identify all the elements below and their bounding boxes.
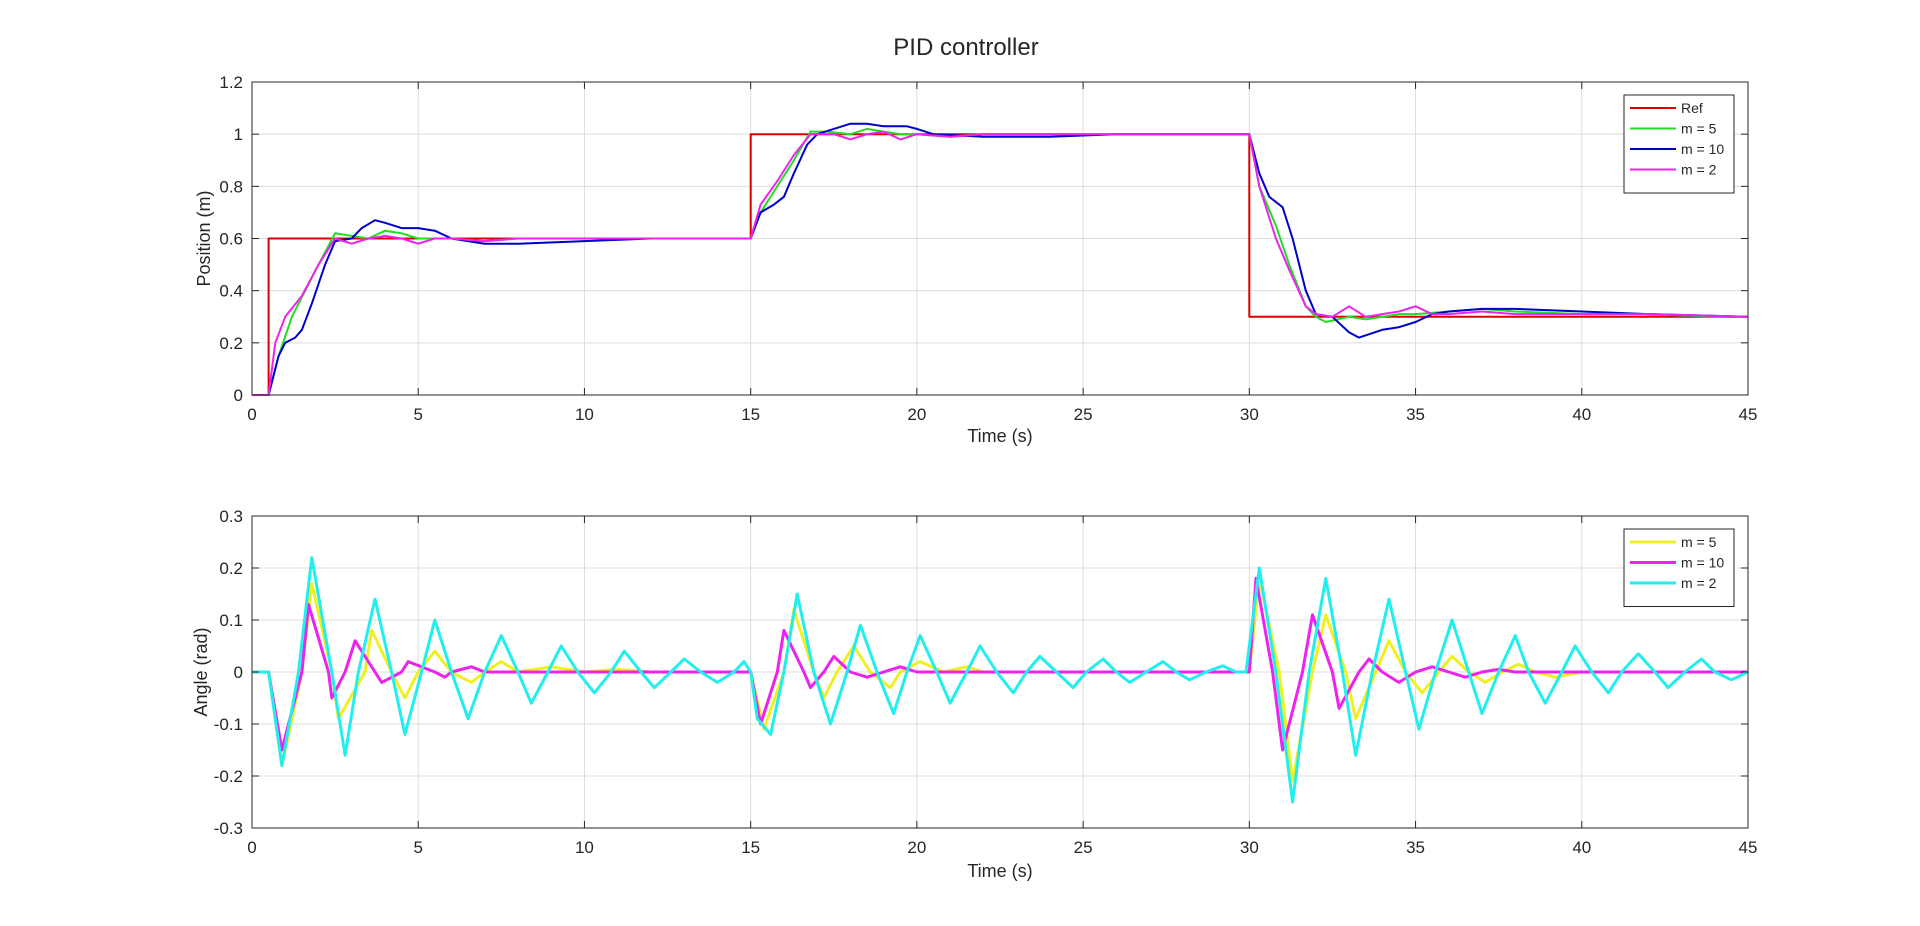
angle-legend-label-3: m = 2 [1681, 575, 1717, 591]
angle-axes: 0 5 10 15 20 25 30 35 40 45 -0.3 -0.2 -0.1 0 0.1 0.2 0.3… [191, 507, 1757, 881]
angle-ytick-label: 0.1 [219, 611, 243, 630]
position-ticks: 0 5 10 15 20 25 30 35 40 45 0 0.2 0.4 0.6 0.8 1 1.2 [219, 73, 1757, 424]
angle-ticks: 0 5 10 15 20 25 30 35 40 45 -0.3 -0.2 -0.1 0 0.1 0.2 0.3 [214, 507, 1758, 857]
position-ytick-label: 1.2 [219, 73, 243, 92]
position-series-line-3 [252, 122, 1749, 396]
position-ytick-label: 0.6 [219, 230, 243, 249]
position-xtick-label: 20 [907, 405, 926, 424]
position-ytick-label: 0.4 [219, 282, 243, 301]
angle-series-line-2 [252, 576, 1748, 752]
angle-ytick-label: -0.3 [214, 819, 243, 838]
position-legend-label-1: Ref [1681, 100, 1703, 116]
angle-xtick-label: 15 [741, 838, 760, 857]
angle-legend-label-1: m = 5 [1681, 534, 1717, 550]
position-xtick-label: 5 [413, 405, 422, 424]
angle-ytick-label: 0.2 [219, 559, 243, 578]
position-ytick-label: 0.8 [219, 177, 243, 196]
position-axes: 0 5 10 15 20 25 30 35 40 45 0 0.2 0.4 0.6 0.8 1 1.2 Time… [194, 73, 1757, 446]
position-legend-label-4: m = 2 [1681, 162, 1717, 178]
angle-lines [252, 556, 1749, 804]
angle-xtick-label: 40 [1572, 838, 1591, 857]
angle-xtick-label: 0 [247, 838, 256, 857]
angle-legend-label-2: m = 10 [1681, 555, 1724, 571]
angle-ytick-label: 0 [234, 663, 243, 682]
position-xtick-label: 40 [1572, 405, 1591, 424]
position-xtick-label: 30 [1240, 405, 1259, 424]
position-xlabel: Time (s) [967, 426, 1032, 446]
angle-ytick-label: -0.1 [214, 715, 243, 734]
position-ylabel: Position (m) [194, 190, 214, 286]
position-xtick-label: 0 [247, 405, 256, 424]
angle-ylabel: Angle (rad) [191, 627, 211, 716]
position-legend-label-2: m = 5 [1681, 121, 1717, 137]
position-xtick-label: 15 [741, 405, 760, 424]
position-legend: Ref m = 5 m = 10 m = 2 [1623, 94, 1735, 194]
angle-xtick-label: 5 [413, 838, 422, 857]
angle-xtick-label: 30 [1240, 838, 1259, 857]
angle-xtick-label: 45 [1739, 838, 1758, 857]
angle-xtick-label: 10 [575, 838, 594, 857]
position-ytick-label: 0.2 [219, 334, 243, 353]
position-ytick-label: 0 [234, 386, 243, 405]
angle-ytick-label: 0.3 [219, 507, 243, 526]
angle-xtick-label: 25 [1074, 838, 1093, 857]
angle-xlabel: Time (s) [967, 861, 1032, 881]
figure-title: PID controller [893, 34, 1038, 61]
position-series-line-4 [252, 130, 1749, 396]
position-xtick-label: 35 [1406, 405, 1425, 424]
position-ytick-label: 1 [234, 125, 243, 144]
angle-legend: m = 5 m = 10 m = 2 [1623, 528, 1735, 607]
position-series-line-2 [252, 127, 1748, 396]
angle-xtick-label: 20 [907, 838, 926, 857]
position-xtick-label: 25 [1074, 405, 1093, 424]
position-legend-box [1623, 94, 1735, 194]
angle-series-line-3 [252, 556, 1749, 804]
position-legend-label-3: m = 10 [1681, 141, 1724, 157]
angle-ytick-label: -0.2 [214, 767, 243, 786]
angle-xtick-label: 35 [1406, 838, 1425, 857]
position-lines [252, 122, 1749, 396]
position-xtick-label: 45 [1739, 405, 1758, 424]
position-xtick-label: 10 [575, 405, 594, 424]
position-series-line-1 [252, 133, 1748, 396]
